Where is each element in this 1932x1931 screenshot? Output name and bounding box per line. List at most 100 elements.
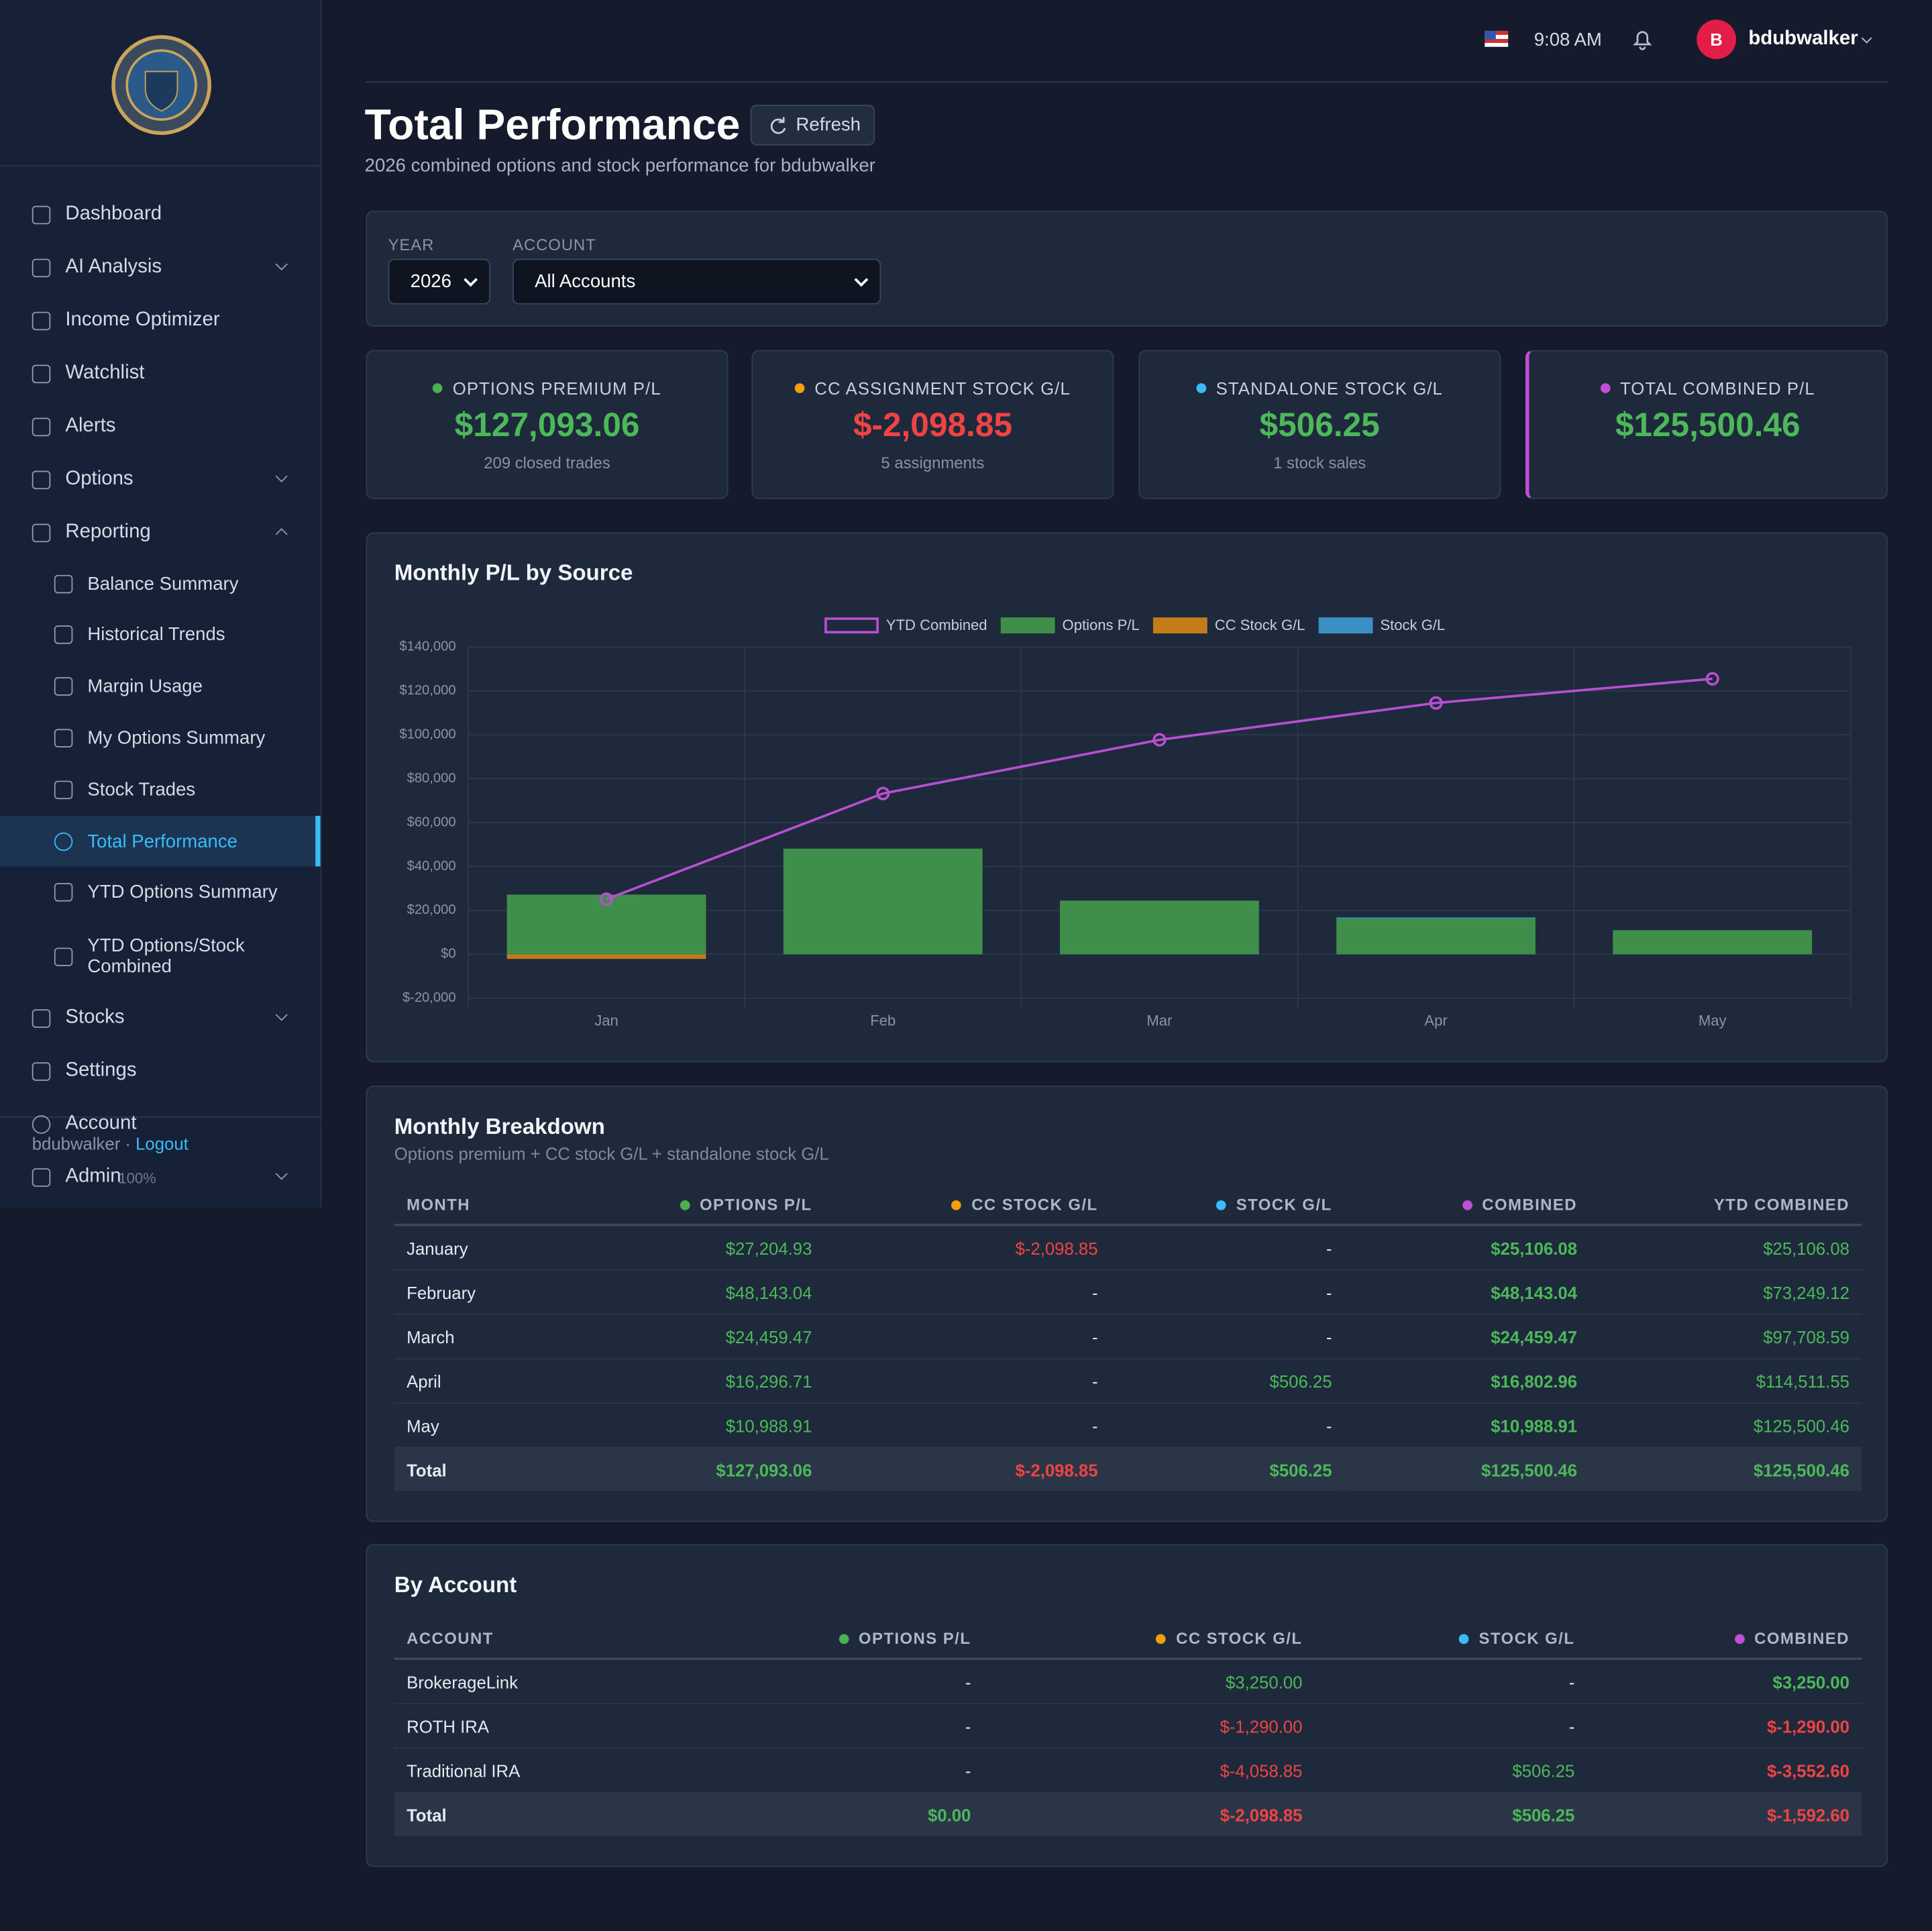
dot [1459,1633,1469,1644]
nav-label: Account [65,1112,137,1134]
nav-icon [32,258,51,277]
nav-subitem[interactable]: Stock Trades [54,780,294,800]
nav-subitem[interactable]: Margin Usage [54,676,294,697]
bar [506,954,706,959]
nav-item[interactable]: Options [32,468,291,490]
card-value: $127,093.06 [454,407,640,444]
cell: $506.25 [1110,1359,1344,1404]
logout-link[interactable]: Logout [136,1133,189,1154]
nav-item[interactable]: Reporting [32,521,291,543]
nav-item[interactable]: Dashboard [32,203,291,225]
column-header: YTD COMBINED [1589,1184,1862,1227]
dot [680,1200,690,1210]
dot [1734,1633,1745,1644]
chevron [275,258,288,271]
column-header: CC STOCK G/L [983,1618,1315,1661]
refresh-button[interactable]: Refresh [750,105,875,146]
zoom-level: 100% [118,1169,156,1187]
cell: $3,250.00 [983,1659,1315,1705]
legend-label: Options P/L [1063,617,1140,633]
table-row: January $27,204.93 $-2,098.85- $25,106.08 $2… [394,1224,1862,1271]
cell: $125,500.46 [1589,1403,1862,1449]
cell: $125,500.46 [1589,1447,1862,1492]
nav-item[interactable]: Settings [32,1060,291,1082]
nav-subitem[interactable]: Total Performance [54,831,294,852]
cell: $-3,552.60 [1587,1748,1862,1793]
y-tick-label: $60,000 [407,815,456,829]
cell: $48,143.04 [568,1269,824,1315]
bar [1613,930,1813,955]
nav-item[interactable]: Admin [32,1166,291,1188]
table-row: February $48,143.04- - $48,143.04 $73,249.12 [394,1269,1862,1315]
nav-item[interactable]: Alerts [32,415,291,437]
user-menu[interactable]: bdubwalker [1748,28,1858,50]
header-text: COMBINED [1482,1194,1578,1214]
cell: $506.25 [1314,1792,1587,1836]
y-tick-label: $20,000 [407,902,456,917]
nav-icon [32,417,51,436]
cell: - [763,1748,983,1793]
nav-item[interactable]: Stocks [32,1007,291,1029]
cell: $16,296.71 [568,1359,824,1404]
nav-icon [32,205,51,224]
cell: BrokerageLink [394,1659,764,1705]
button-label: Refresh [796,114,861,136]
column-header: CC STOCK G/L [824,1184,1110,1227]
account-select[interactable]: All Accounts [513,258,881,305]
section-title: By Account [394,1572,517,1598]
cell: - [1110,1224,1344,1271]
cell: - [824,1359,1110,1404]
chevron [275,1008,288,1021]
line-point [599,892,614,906]
bar [1336,917,1536,919]
year-select[interactable]: 2026 [388,258,491,305]
monthly-panel: Monthly Breakdown Options premium + CC s… [366,1086,1888,1522]
table-row: Traditional IRA - $-4,058.85 $506.25 $-3,552… [394,1748,1862,1793]
cell: March [394,1314,568,1359]
kpi-card: TOTAL COMBINED P/L $125,500.46 [1525,350,1888,499]
nav-item[interactable]: Account [32,1113,291,1135]
nav-label: Historical Trends [87,624,225,645]
cell: - [824,1269,1110,1315]
user-name: bdubwalker · [32,1133,131,1154]
chart-panel: Monthly P/L by Source $-20,000 $0 $20,000 $… [366,532,1888,1063]
label-text: CC ASSIGNMENT STOCK G/L [814,378,1071,399]
account-table: ACCOUNT OPTIONS P/L CC STOCK G/L STOCK G/L C… [394,1618,1862,1836]
cell: $-4,058.85 [983,1748,1315,1793]
legend-label: YTD Combined [886,617,987,633]
avatar[interactable]: B [1697,19,1736,60]
nav-label: Alerts [65,415,116,437]
divider [0,165,321,166]
kpi-card: STANDALONE STOCK G/L $506.25 1 stock sales [1138,350,1501,499]
cell: $16,802.96 [1344,1359,1590,1404]
legend-label: CC Stock G/L [1215,617,1305,633]
legend-swatch [1318,617,1373,634]
nav-label: Admin [65,1165,121,1187]
nav-subitem[interactable]: Historical Trends [54,624,294,645]
nav-item[interactable]: Watchlist [32,362,291,384]
nav-subitem[interactable]: Balance Summary [54,574,294,594]
nav-subitem[interactable]: My Options Summary [54,728,294,749]
column-header: OPTIONS P/L [568,1184,824,1227]
cell: $25,106.08 [1344,1224,1590,1271]
bell-icon[interactable] [1630,27,1655,52]
nav-subitem[interactable]: YTD Options/Stock Combined [54,935,294,978]
card-value: $-2,098.85 [853,407,1012,444]
cell: $48,143.04 [1344,1269,1590,1315]
cell: $-1,290.00 [983,1704,1315,1749]
nav-subitem[interactable]: YTD Options Summary [54,882,294,902]
column-header: COMBINED [1344,1184,1590,1227]
cell: $-1,592.60 [1587,1792,1862,1836]
x-tick-label: Mar [1146,1012,1172,1029]
y-tick-label: $100,000 [399,727,455,741]
dot [1196,383,1206,393]
nav-item[interactable]: AI Analysis [32,256,291,278]
dot [1156,1633,1167,1644]
nav-item[interactable]: Income Optimizer [32,309,291,331]
cell: $24,459.47 [1344,1314,1590,1359]
account-panel: By Account ACCOUNT OPTIONS P/L CC STOCK G/… [366,1544,1888,1867]
cell: $25,106.08 [1589,1224,1862,1271]
legend: YTD Combined Options P/L CC Stock G/L Stock… [824,617,1445,634]
nav-label: Total Performance [87,831,238,853]
nav-icon [54,574,73,594]
